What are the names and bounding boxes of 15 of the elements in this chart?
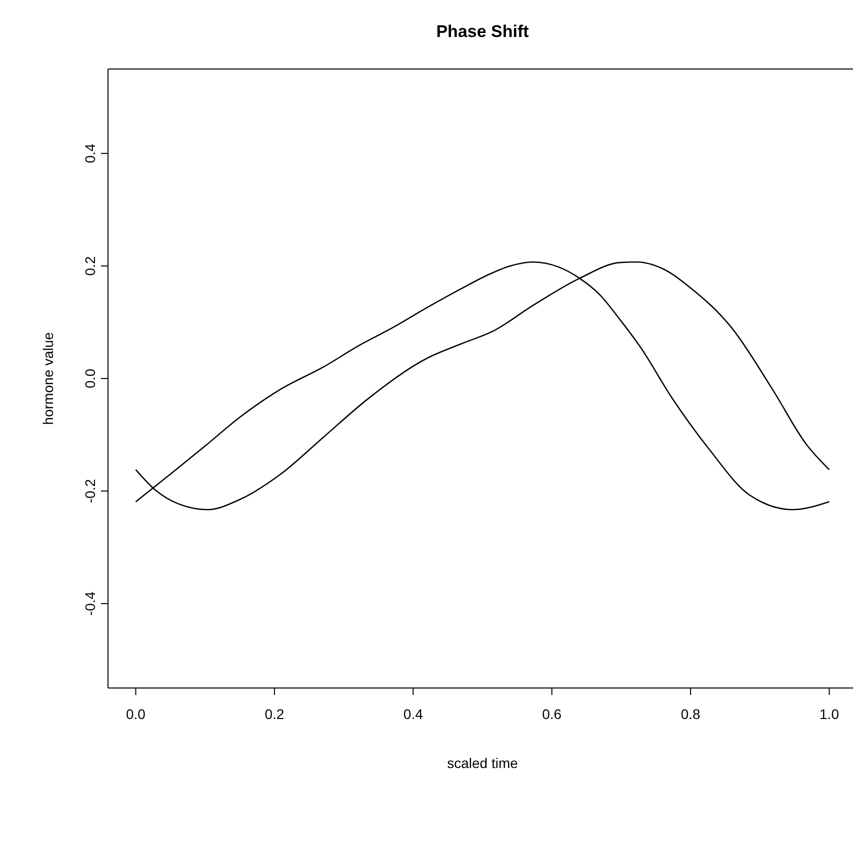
x-tick-label: 0.2 (264, 706, 284, 722)
line-series (135, 261, 830, 510)
x-tick-label: 0.8 (680, 706, 700, 722)
y-tick-label: 0.0 (82, 368, 98, 388)
x-tick-label: 1.0 (820, 706, 840, 722)
y-tick-label: 0.2 (82, 256, 98, 276)
x-axis-title: scaled time (447, 755, 518, 771)
x-tick-label: 0.6 (542, 706, 562, 722)
y-tick-label: -0.4 (82, 591, 98, 616)
x-tick-label: 0.0 (126, 706, 146, 722)
y-axis-title: hormone value (40, 332, 56, 425)
y-tick-label: -0.2 (82, 478, 98, 504)
chart-title: Phase Shift (435, 22, 530, 42)
y-tick-label: 0.4 (82, 143, 98, 164)
x-tick-label: 0.4 (403, 706, 424, 722)
